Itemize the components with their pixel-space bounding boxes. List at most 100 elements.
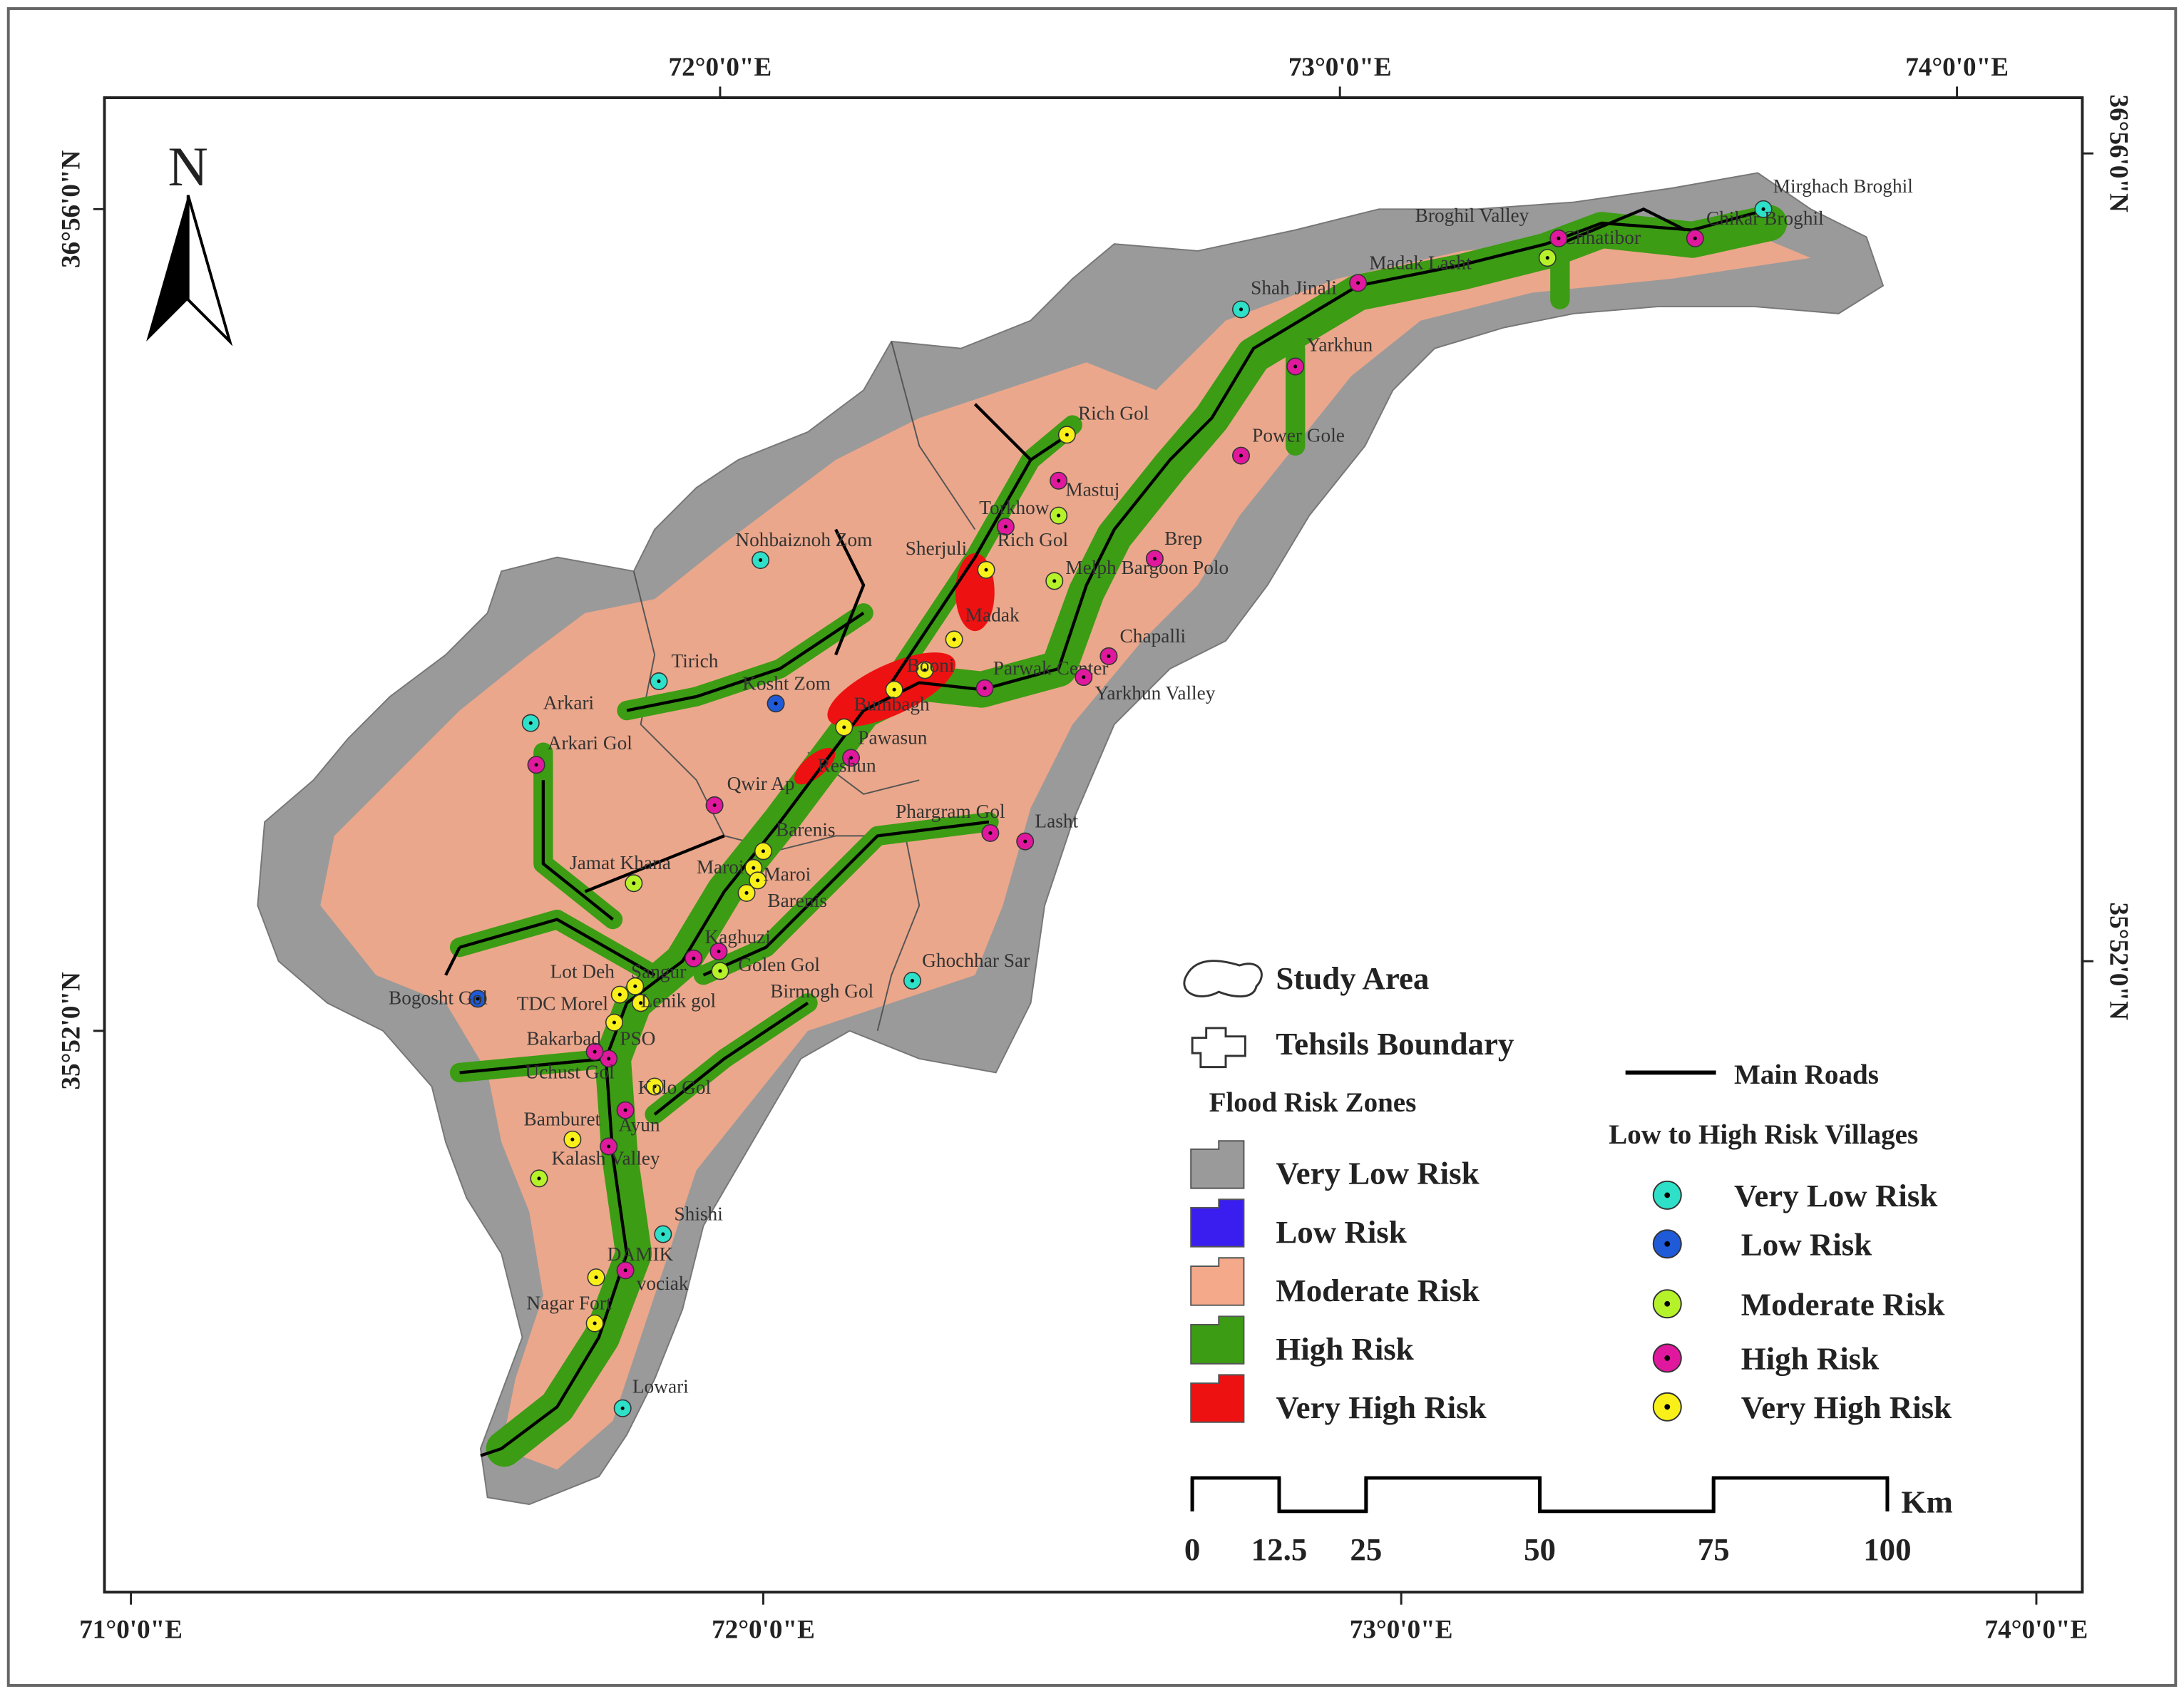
- village-label: Lasht: [1035, 811, 1078, 832]
- village-label: Arkari: [543, 692, 595, 714]
- right-axis-label: 36°56'0"N: [2103, 95, 2133, 213]
- village-label: Booni: [907, 654, 955, 676]
- village-label: Brep: [1164, 528, 1202, 549]
- village-label: Bumbagh: [853, 694, 930, 715]
- village-label: Jamat Khana: [570, 852, 671, 873]
- village-marker-dot: [952, 637, 956, 642]
- village-marker-dot: [756, 878, 760, 883]
- village-marker-dot: [842, 725, 846, 729]
- village-marker-dot: [1057, 513, 1061, 518]
- village-label: Madak Lasht: [1369, 252, 1472, 273]
- legend-title: Low to High Risk Villages: [1609, 1119, 1918, 1150]
- village-marker-dot: [1065, 433, 1069, 437]
- village-label: Nohbaiznoh Zom: [735, 529, 872, 550]
- village-marker-dot: [593, 1321, 597, 1325]
- village-label: Bogosht Gol: [389, 987, 488, 1009]
- legend-title: Flood Risk Zones: [1209, 1087, 1417, 1118]
- village-marker-dot: [892, 687, 896, 692]
- village-label: Ayun: [618, 1114, 660, 1136]
- left-axis-label: 35°52'0"N: [56, 972, 86, 1090]
- village-label: Sangur: [631, 961, 686, 982]
- legend-label: Tehsils Boundary: [1276, 1026, 1514, 1062]
- village-marker-dot: [759, 558, 763, 563]
- village-marker-dot: [761, 849, 766, 853]
- village-label: Tirich: [672, 650, 719, 672]
- village-label: vociak: [637, 1273, 689, 1294]
- main-roads: [444, 207, 1770, 1457]
- village-marker-dot: [528, 721, 533, 725]
- legend-label: High Risk: [1276, 1331, 1413, 1367]
- village-label: Golen Gol: [738, 954, 820, 975]
- scale-label: 75: [1698, 1531, 1730, 1567]
- village-label: Bakarbad: [526, 1027, 601, 1049]
- village-marker-dot: [983, 686, 987, 690]
- village-label: Broghil Valley: [1415, 205, 1529, 226]
- village-marker-dot: [633, 984, 637, 988]
- bottom-axis-label: 74°0'0"E: [1985, 1616, 2088, 1645]
- village-label: Arkari Gol: [548, 732, 633, 754]
- legend-swatch: [1190, 1257, 1245, 1306]
- village-label: Bamburet: [523, 1109, 600, 1130]
- legend-label: Very Low Risk: [1734, 1178, 1937, 1213]
- village-marker-dot: [849, 756, 853, 760]
- legend-label: Very Low Risk: [1276, 1156, 1479, 1191]
- village-label: Madak: [965, 605, 1020, 626]
- legend-marker-dot: [1664, 1355, 1671, 1361]
- village-marker-dot: [1152, 557, 1157, 561]
- village-marker-dot: [1239, 453, 1244, 458]
- village-label: Kosht Zom: [742, 672, 831, 694]
- village-marker-dot: [1545, 256, 1549, 260]
- bottom-axis-label: 73°0'0"E: [1350, 1616, 1453, 1645]
- bottom-axis-label: 72°0'0"E: [712, 1616, 815, 1645]
- bottom-axis-label: 71°0'0"E: [79, 1616, 183, 1645]
- village-marker-dot: [652, 1084, 657, 1089]
- village-marker-dot: [910, 978, 915, 983]
- village-label: Phargram Gol: [896, 801, 1005, 822]
- village-marker-dot: [661, 1232, 665, 1236]
- scale-label: 0: [1184, 1531, 1200, 1567]
- village-label: Yarkhun: [1306, 334, 1373, 356]
- village-label: Chhatibor: [1563, 227, 1641, 248]
- village-label: Yarkhun Valley: [1094, 682, 1215, 704]
- legend-marker-dot: [1664, 1241, 1671, 1247]
- village-label: Kolo Gol: [638, 1077, 712, 1098]
- village-label: Rich Gol: [998, 529, 1069, 550]
- village-label: Chikar Broghil: [1706, 207, 1824, 229]
- legend-label: Study Area: [1276, 960, 1429, 996]
- village-marker-dot: [639, 1001, 643, 1005]
- top-axis-label: 74°0'0"E: [1905, 53, 2009, 82]
- legend-marker-dot: [1664, 1300, 1671, 1307]
- village-marker-dot: [712, 803, 717, 807]
- village-marker-dot: [718, 969, 722, 973]
- top-axis-label: 73°0'0"E: [1288, 53, 1392, 82]
- village-marker-dot: [594, 1275, 598, 1280]
- village-marker-dot: [657, 679, 661, 684]
- village-label: Shishi: [674, 1203, 723, 1225]
- village-label: Barenis: [767, 890, 826, 911]
- village-label: Reshun: [818, 755, 876, 776]
- village-label: Chapalli: [1120, 625, 1186, 647]
- village-label: Uchust Gol: [525, 1061, 615, 1082]
- legend-label: Very High Risk: [1276, 1390, 1486, 1425]
- village-marker-dot: [617, 992, 622, 997]
- tehsil-icon: [1191, 1027, 1246, 1069]
- village-marker-dot: [1693, 236, 1697, 240]
- left-axis-label: 36°56'0"N: [56, 150, 86, 268]
- village-label: Sherjuli: [906, 538, 968, 559]
- village-label: PSO: [620, 1027, 655, 1049]
- village-marker-dot: [744, 890, 749, 895]
- village-marker-dot: [923, 668, 927, 672]
- village-marker-dot: [623, 1108, 627, 1112]
- village-marker-dot: [692, 956, 696, 960]
- village-marker-dot: [593, 1049, 597, 1054]
- legend-swatch: [1190, 1140, 1245, 1189]
- village-marker-dot: [1356, 281, 1360, 285]
- scale-label: 100: [1863, 1531, 1911, 1567]
- legend-label: Moderate Risk: [1276, 1273, 1480, 1308]
- village-label: Power Gole: [1252, 425, 1345, 446]
- legend-label: High Risk: [1741, 1341, 1879, 1377]
- north-arrow-left: [146, 195, 188, 342]
- village-marker-dot: [717, 949, 721, 954]
